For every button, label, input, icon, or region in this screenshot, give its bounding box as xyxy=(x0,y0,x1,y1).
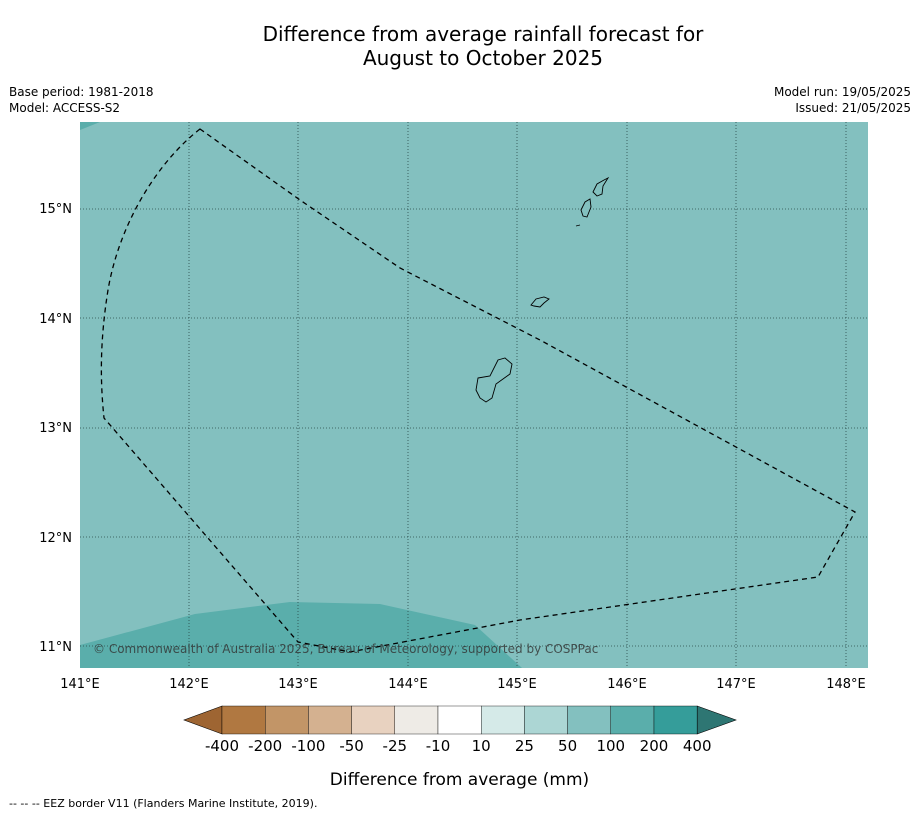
lat-label-12: 12°N xyxy=(39,531,72,546)
colorbar-tick-label: 400 xyxy=(683,737,712,755)
meta-left: Base period: 1981-2018 Model: ACCESS-S2 xyxy=(9,84,154,116)
colorbar-tick-label: 25 xyxy=(515,737,534,755)
colorbar: -400 -200 -100 -50 -25 -10 10 25 50 100 200 400 xyxy=(183,705,737,755)
colorbar-arrow-left xyxy=(183,705,223,735)
lat-label-11: 11°N xyxy=(39,640,72,655)
colorbar-label: Difference from average (mm) xyxy=(329,770,590,790)
colorbar-arrow-right xyxy=(696,705,737,735)
colorbar-swatch xyxy=(481,705,525,735)
island-aguijan xyxy=(575,224,581,227)
colorbar-swatch xyxy=(221,705,266,735)
lon-label-145: 145°E xyxy=(497,677,537,692)
lon-label-146: 146°E xyxy=(607,677,647,692)
island-saipan xyxy=(592,176,610,197)
lat-labels: 15°N 14°N 13°N 12°N 11°N xyxy=(39,202,72,655)
lon-label-147: 147°E xyxy=(716,677,756,692)
lon-labels: 141°E 142°E 143°E 144°E 145°E 146°E 147°… xyxy=(60,677,866,692)
island-guam xyxy=(475,357,513,403)
colorbar-tick-label: 10 xyxy=(472,737,491,755)
islands xyxy=(475,176,610,403)
title-line-2: August to October 2025 xyxy=(362,46,604,70)
lon-label-143: 143°E xyxy=(278,677,318,692)
map-area xyxy=(80,122,868,668)
colorbar-swatch xyxy=(265,705,309,735)
colorbar-tick-label: -25 xyxy=(383,737,408,755)
lon-label-141: 141°E xyxy=(60,677,100,692)
colorbar-swatch xyxy=(524,705,568,735)
wetter-region xyxy=(80,602,522,668)
lon-label-142: 142°E xyxy=(169,677,209,692)
model-run: Model run: 19/05/2025 xyxy=(773,85,911,99)
issued-date: Issued: 21/05/2025 xyxy=(795,101,911,115)
island-tinian xyxy=(580,198,592,218)
colorbar-swatch xyxy=(308,705,352,735)
colorbar-swatch xyxy=(437,705,482,735)
lat-label-13: 13°N xyxy=(39,421,72,436)
colorbar-swatch xyxy=(394,705,439,735)
colorbar-swatch xyxy=(653,705,698,735)
colorbar-tick-label: -10 xyxy=(426,737,451,755)
colorbar-tick-label: -100 xyxy=(291,737,325,755)
meta-right: Model run: 19/05/2025 Issued: 21/05/2025 xyxy=(774,84,911,116)
lon-label-144: 144°E xyxy=(388,677,428,692)
colorbar-swatch xyxy=(610,705,655,735)
lat-label-14: 14°N xyxy=(39,312,72,327)
base-period: Base period: 1981-2018 xyxy=(9,85,154,99)
colorbar-swatch xyxy=(567,705,611,735)
colorbar-tick-label: -200 xyxy=(248,737,282,755)
corner-region xyxy=(80,122,100,130)
copyright-text: © Commonwealth of Australia 2025, Bureau… xyxy=(93,642,598,656)
map-title: Difference from average rainfall forecas… xyxy=(0,22,919,70)
colorbar-tick-label: -400 xyxy=(205,737,239,755)
model-name: Model: ACCESS-S2 xyxy=(9,101,121,115)
gridlines xyxy=(80,122,868,668)
island-rota xyxy=(530,296,550,308)
colorbar-tick-label: 100 xyxy=(596,737,625,755)
footnote: -- -- -- EEZ border V11 (Flanders Marine… xyxy=(9,797,318,810)
colorbar-swatch xyxy=(351,705,396,735)
colorbar-tick-label: 200 xyxy=(640,737,669,755)
colorbar-tick-label: 50 xyxy=(558,737,577,755)
eez-border xyxy=(100,128,856,653)
lon-label-148: 148°E xyxy=(826,677,866,692)
title-line-1: Difference from average rainfall forecas… xyxy=(262,22,704,46)
lat-label-15: 15°N xyxy=(39,202,72,217)
colorbar-tick-label: -50 xyxy=(339,737,364,755)
